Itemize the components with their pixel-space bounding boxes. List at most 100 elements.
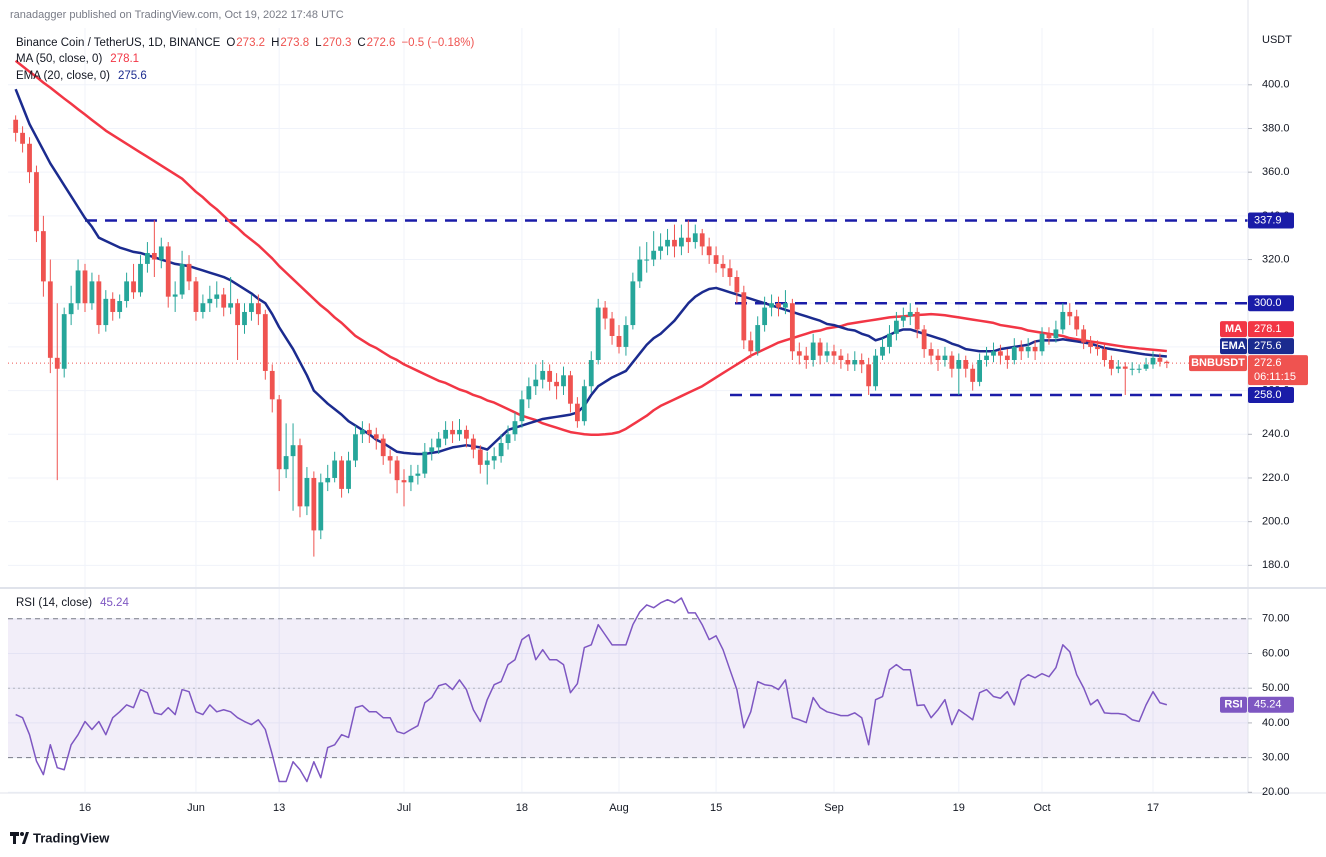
candle-body — [914, 311, 920, 330]
candle-body — [991, 351, 996, 356]
candle-body — [1157, 357, 1163, 362]
candle-body — [498, 443, 504, 457]
candle-body — [124, 281, 130, 302]
candle-body — [526, 386, 532, 400]
candle-body — [685, 237, 691, 243]
candle-body — [158, 246, 164, 260]
candle-body — [887, 333, 892, 347]
legend-title: Binance Coin / TetherUS, 1D, BINANCE — [16, 37, 221, 49]
candle-body — [810, 342, 816, 361]
x-tick-label: 18 — [516, 802, 528, 814]
ohlc-letter: C — [357, 37, 365, 49]
candle-body — [249, 303, 254, 312]
candle-body — [776, 303, 781, 308]
band-layer — [8, 618, 1248, 759]
candle-body — [679, 237, 684, 247]
candle-body — [276, 399, 282, 470]
x-tick-label: Aug — [609, 802, 629, 814]
legend-row: RSI (14, close) 45.24 — [16, 597, 129, 609]
badge-value-box — [1248, 355, 1308, 386]
candle-body — [900, 316, 906, 321]
candle-body — [325, 477, 331, 483]
badge-countdown: 06:11:15 — [1254, 371, 1296, 383]
candle-body — [484, 460, 490, 465]
legend-row: MA (50, close, 0) 278.1 — [16, 53, 139, 65]
candle-body — [1032, 346, 1038, 352]
candle-body — [956, 360, 962, 369]
candle-body — [20, 132, 25, 144]
candle-body — [477, 449, 483, 465]
badge-layer: 337.9 300.0 258.0 BNBUSDT 272.6 06:11:15 EMA 27… — [1189, 212, 1308, 713]
x-tick-label: 16 — [79, 802, 91, 814]
badge-label: BNBUSDT — [1191, 357, 1245, 369]
candle-body — [117, 301, 123, 312]
y-tick-label: 20.00 — [1262, 786, 1290, 798]
y-tick-label: 360.0 — [1262, 166, 1290, 178]
candle-body — [665, 239, 670, 247]
candle-body — [699, 233, 705, 247]
candle-body — [1115, 366, 1121, 369]
candle-body — [131, 281, 136, 293]
candle-body — [283, 456, 289, 470]
badge-label: RSI — [1224, 699, 1242, 711]
y-tick-label: 180.0 — [1262, 559, 1290, 571]
candle-body — [651, 250, 657, 260]
candle-body — [727, 268, 733, 278]
candle-body — [935, 355, 941, 361]
candle-body — [817, 342, 823, 356]
candle-body — [339, 460, 344, 489]
x-tick-label: Jun — [187, 802, 205, 814]
candle-body — [574, 403, 580, 422]
level-layer — [8, 219, 1248, 397]
candle-body — [893, 320, 899, 334]
candle-body — [221, 294, 227, 308]
candle-body — [255, 303, 261, 315]
candle-body — [138, 263, 143, 293]
candle-body — [512, 421, 518, 435]
candle-body — [561, 375, 566, 387]
candle-body — [741, 292, 747, 341]
candle-body — [360, 429, 365, 435]
candle-body — [1088, 342, 1093, 347]
logo-part — [10, 832, 19, 836]
candle-body — [755, 325, 761, 352]
candle-body — [366, 429, 372, 435]
candle-body — [193, 281, 199, 312]
candle-body — [1018, 346, 1024, 352]
y-tick-label: 380.0 — [1262, 122, 1290, 134]
candle-body — [963, 360, 969, 369]
candle-body — [873, 355, 878, 387]
candle-body — [519, 399, 525, 422]
level-badge — [1248, 295, 1294, 312]
indicator-line — [15, 597, 1168, 783]
line-layer — [14, 59, 1168, 783]
badge-value-box — [1248, 338, 1294, 355]
legend-name: MA (50, close, 0) — [16, 53, 102, 65]
candle-body — [54, 357, 60, 369]
candle-body — [859, 360, 865, 365]
legend-row: Binance Coin / TetherUS, 1D, BINANCE O273… — [16, 37, 474, 49]
candle-body — [82, 270, 88, 304]
candle-body — [803, 355, 809, 361]
indicator-line — [14, 59, 1167, 436]
candle-body — [984, 355, 989, 361]
badge-value-box — [1248, 321, 1294, 338]
y-tick-label: 50.00 — [1262, 682, 1290, 694]
x-tick-label: Jul — [397, 802, 411, 814]
publish-note: ranadagger published on TradingView.com,… — [10, 9, 344, 21]
candle-layer — [13, 115, 1170, 557]
candle-body — [297, 445, 303, 507]
candle-body — [734, 277, 740, 293]
candle-body — [554, 381, 559, 387]
candle-body — [595, 307, 601, 361]
candle-body — [789, 303, 795, 352]
candle-body — [581, 386, 587, 422]
candle-body — [89, 281, 95, 304]
candle-body — [692, 233, 698, 243]
candle-body — [200, 303, 206, 312]
y-tick-label: 200.0 — [1262, 516, 1290, 528]
candle-body — [1095, 346, 1100, 350]
candle-body — [907, 311, 913, 317]
